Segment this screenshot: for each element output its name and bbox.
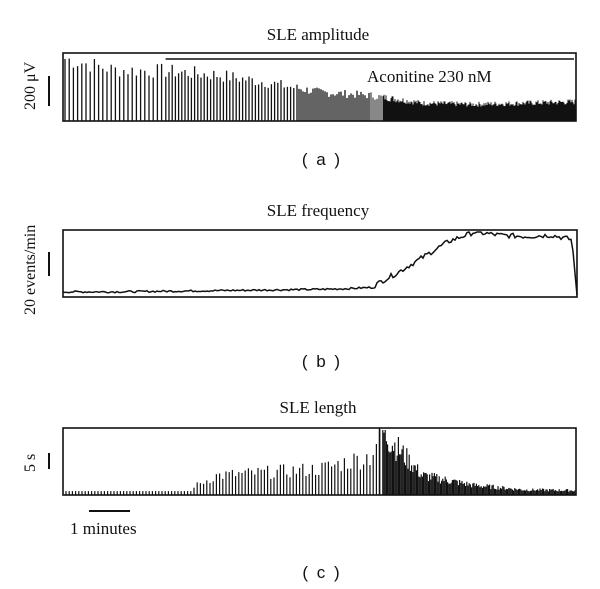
panel-a-label: ( a ) <box>301 150 343 169</box>
panel-b-scale-bar <box>48 252 50 276</box>
panel-c-title: SLE length <box>279 398 357 417</box>
panel-a-scale-bar <box>48 76 50 106</box>
aconitine-annotation: Aconitine 230 nM <box>367 67 492 86</box>
panel-b-title: SLE frequency <box>266 201 370 220</box>
plot-frame-1 <box>62 229 578 298</box>
panel-c-scale-bar <box>48 453 50 469</box>
panel-a-title: SLE amplitude <box>266 25 370 44</box>
time-scale-label: 1 minutes <box>70 519 137 538</box>
plot-frame-2 <box>62 427 577 496</box>
time-scale-bar <box>89 510 130 512</box>
panel-c-label: ( c ) <box>302 563 342 582</box>
panel-b-label: ( b ) <box>301 352 343 371</box>
